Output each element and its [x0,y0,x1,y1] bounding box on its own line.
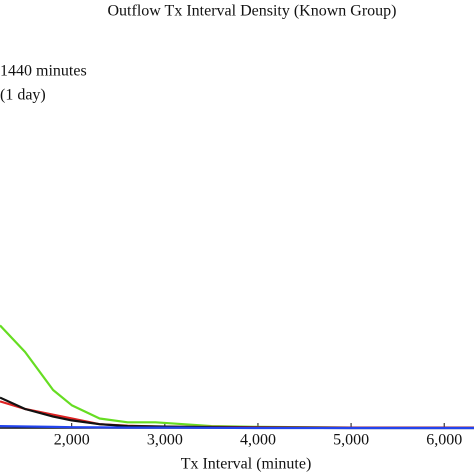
x-tick-label: 2,000 [54,432,90,449]
annotation: (1 day) [0,87,46,104]
line-series [0,425,474,430]
x-axis-label: Tx Interval (minute) [181,456,312,473]
x-tick-label: 3,000 [147,432,183,449]
x-tick-label: 6,000 [426,432,462,449]
x-tick-label: 4,000 [240,432,276,449]
line-series [0,324,474,429]
x-tick-label: 5,000 [333,432,369,449]
chart-title: Outflow Tx Interval Density (Known Group… [108,3,397,20]
annotation: 1440 minutes [0,63,87,80]
line-series [0,396,474,430]
